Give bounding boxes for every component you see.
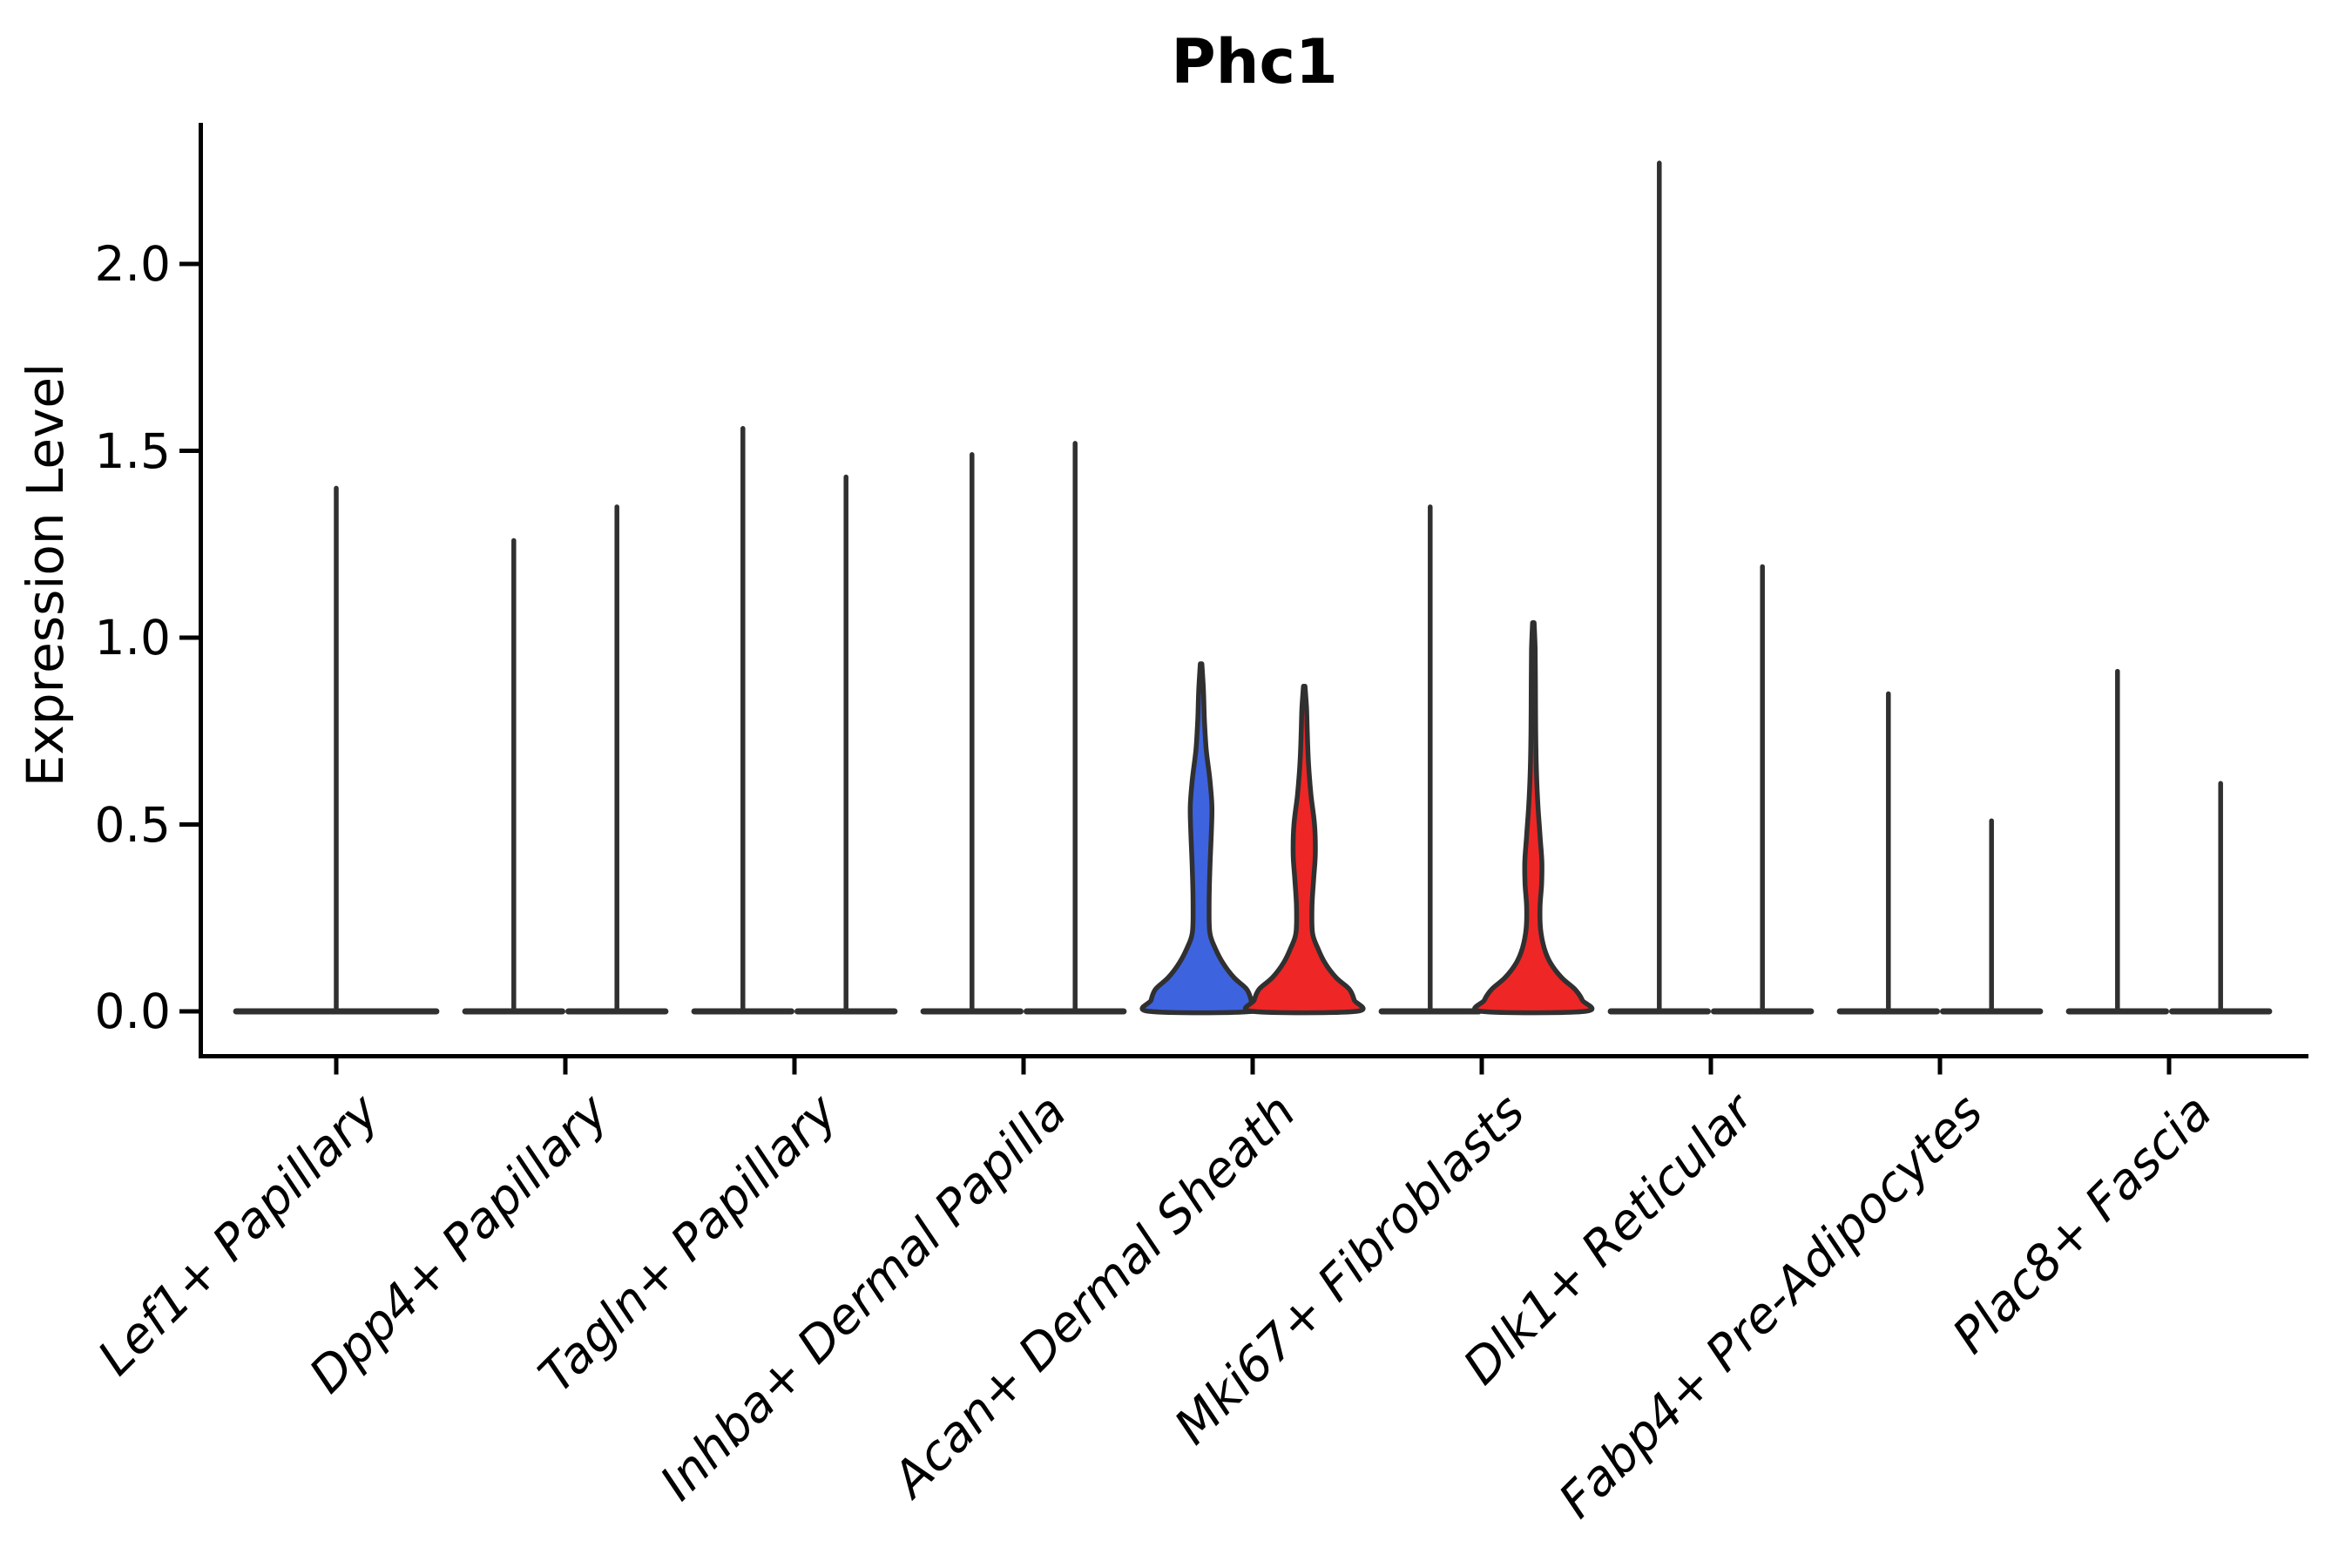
violin-red (1242, 684, 1366, 1016)
y-tick-label: 2.0 (94, 236, 171, 292)
violin-blue (1139, 661, 1263, 1016)
chart-title: Phc1 (1171, 26, 1338, 98)
violin-red (1472, 620, 1595, 1016)
y-tick-label: 0.5 (94, 796, 171, 853)
y-tick-label: 1.5 (94, 422, 171, 479)
y-tick-label: 0.0 (94, 983, 171, 1039)
y-tick-label: 1.0 (94, 610, 171, 666)
y-axis-label: Expression Level (16, 362, 75, 787)
